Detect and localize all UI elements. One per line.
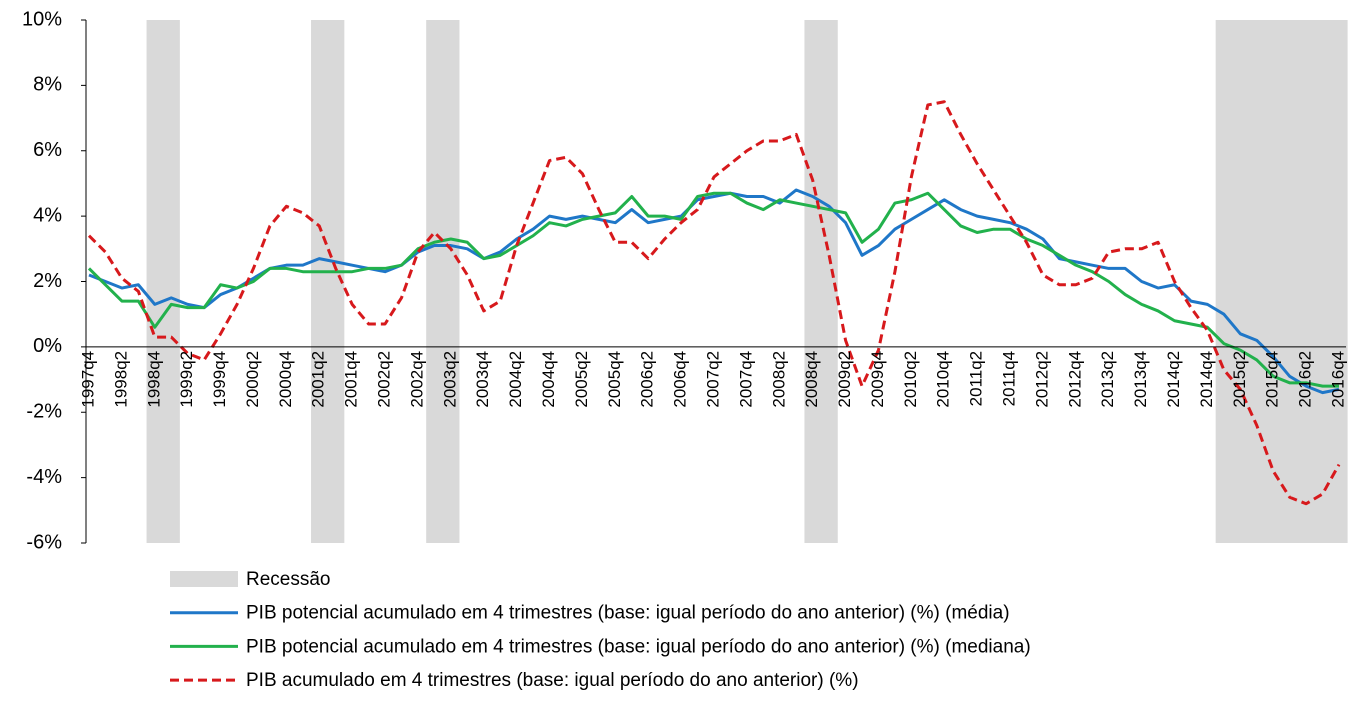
x-tick-label: 2007q2 [703, 351, 722, 408]
x-tick-label: 2003q4 [473, 351, 492, 408]
recession-band [311, 20, 328, 543]
y-tick-label: -4% [26, 466, 62, 488]
x-tick-label: 1997q4 [78, 351, 97, 408]
recession-band [1264, 20, 1282, 543]
recession-band [1281, 20, 1299, 543]
x-tick-label: 2006q4 [671, 351, 690, 408]
recession-bands [146, 20, 1348, 543]
series-line [87, 191, 1339, 388]
y-tick-label: 8% [33, 74, 62, 96]
x-tick-label: 2008q2 [769, 351, 788, 408]
y-tick-label: -6% [26, 531, 62, 553]
x-tick-label: 2012q2 [1032, 351, 1051, 408]
x-tick-label: 1998q2 [111, 351, 130, 408]
x-tick-label: 2011q4 [1000, 351, 1019, 406]
lines [87, 100, 1341, 506]
x-tick-label: 2005q2 [572, 351, 591, 408]
recession-band [1314, 20, 1332, 543]
legend-label: PIB potencial acumulado em 4 trimestres … [246, 603, 1010, 624]
recession-band [426, 20, 444, 543]
x-tick-label: 2006q2 [638, 351, 657, 408]
x-tick-label: 2000q4 [276, 351, 295, 408]
x-tick-label: 1999q4 [210, 351, 229, 408]
x-tick-label: 2001q2 [309, 351, 328, 408]
x-tick-label: 2016q2 [1296, 351, 1315, 408]
x-tick-label: 2013q2 [1098, 351, 1117, 408]
x-tick-label: 1998q4 [144, 351, 163, 408]
y-tick-label: 4% [33, 204, 62, 226]
recession-band [163, 20, 180, 543]
recession-band [1297, 20, 1315, 543]
y-tick-label: 0% [33, 335, 62, 357]
legend-label: PIB potencial acumulado em 4 trimestres … [246, 636, 1031, 657]
x-tick-label: 2010q2 [901, 351, 920, 408]
x-tick-label: 2002q2 [375, 351, 394, 408]
x-tick-label: 2014q4 [1197, 351, 1216, 408]
x-tick-label: 2013q4 [1131, 351, 1150, 408]
legend-label: PIB acumulado em 4 trimestres (base: igu… [246, 670, 859, 691]
x-tick-label: 2007q4 [736, 351, 755, 408]
x-tick-label: 2008q4 [802, 351, 821, 408]
x-tick-label: 1999q2 [177, 351, 196, 408]
y-tick-label: 6% [33, 139, 62, 161]
recession-band [1232, 20, 1249, 543]
x-tick-label: 2010q4 [934, 351, 953, 408]
recession-band [820, 20, 838, 543]
y-tick-label: -2% [26, 401, 62, 423]
x-tick-label: 2015q2 [1230, 351, 1249, 408]
recession-band [327, 20, 345, 543]
legend-swatch [170, 571, 238, 587]
y-tick-label: 2% [33, 270, 62, 292]
x-tick-label: 2003q2 [440, 351, 459, 408]
x-tick-label: 2001q4 [342, 351, 361, 408]
y-tick-label: 10% [22, 8, 62, 30]
x-tick-label: 2012q4 [1065, 351, 1084, 408]
legend-label: Recessão [246, 569, 331, 590]
x-tick-label: 2005q4 [605, 351, 624, 408]
x-tick-label: 2009q2 [835, 351, 854, 408]
recession-band [146, 20, 164, 543]
x-tick-label: 2000q2 [243, 351, 262, 408]
x-tick-label: 2004q2 [506, 351, 525, 408]
recession-band [804, 20, 822, 543]
x-tick-label: 2009q4 [868, 351, 887, 408]
x-tick-label: 2015q4 [1263, 351, 1282, 408]
series-line [87, 100, 1341, 506]
x-tick-label: 2011q2 [967, 351, 986, 406]
x-tick-label: 2004q4 [539, 351, 558, 408]
recession-band [442, 20, 460, 543]
series-line [88, 188, 1340, 395]
recession-band [1215, 20, 1233, 543]
x-tick-label: 2014q2 [1164, 351, 1183, 408]
recession-band [1330, 20, 1348, 543]
x-tick-label: 2016q4 [1328, 351, 1347, 408]
x-tick-label: 2002q4 [407, 351, 426, 408]
recession-band [1248, 20, 1266, 543]
